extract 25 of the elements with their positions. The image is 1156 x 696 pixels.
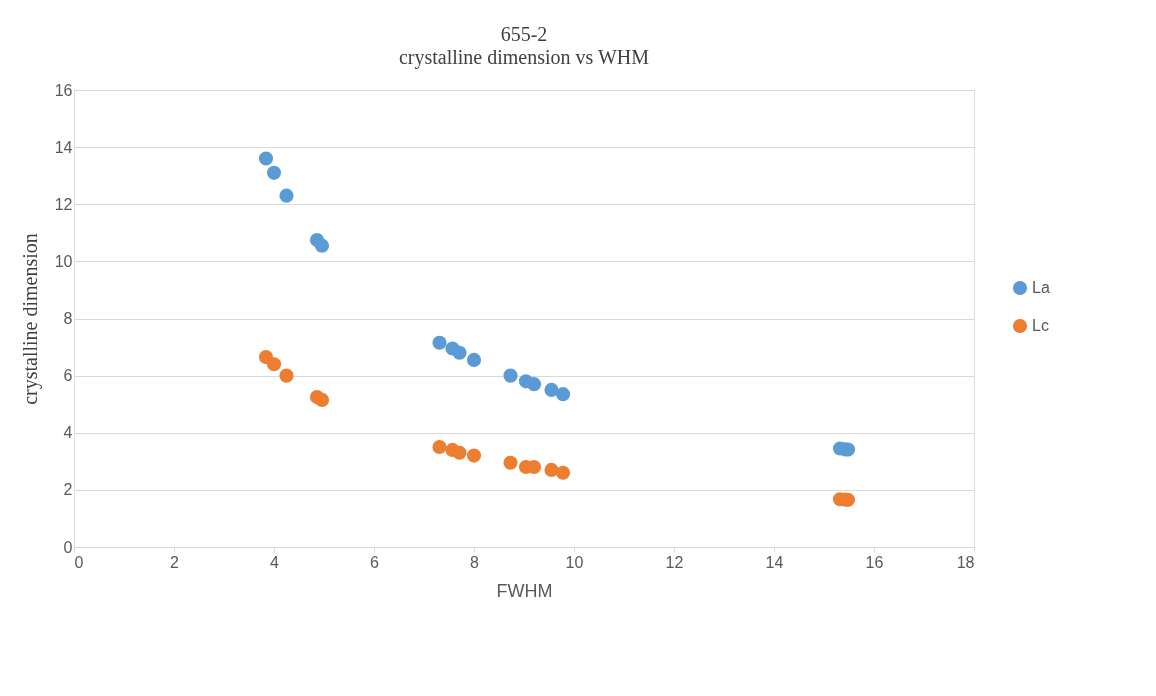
y-tick-label: 0 (63, 538, 73, 556)
y-tick-label: 8 (63, 310, 73, 327)
y-tick-label: 6 (63, 367, 73, 385)
x-tick-label: 0 (74, 553, 84, 571)
x-tick-label: 16 (865, 553, 884, 571)
x-axis-title: FWHM (496, 580, 553, 601)
y-axis-title: crystalline dimension (18, 233, 42, 405)
y-tick-label: 2 (63, 481, 73, 499)
x-tick-label: 14 (765, 553, 784, 571)
y-tick-label: 4 (63, 424, 73, 442)
x-tick-label: 18 (956, 553, 975, 571)
y-tick-label: 10 (54, 252, 73, 270)
x-tick-label: 8 (470, 553, 480, 571)
chart-subtitle: crystalline dimension vs WHM (398, 46, 650, 69)
x-tick-label: 10 (565, 553, 584, 571)
x-tick-label: 12 (665, 553, 684, 571)
x-tick-label: 2 (170, 553, 180, 571)
legend-label: Lc (1032, 317, 1049, 334)
y-tick-label: 16 (54, 81, 73, 99)
y-tick-label: 12 (54, 195, 73, 213)
chart-title: 655-2 (500, 23, 548, 45)
legend-label: La (1032, 279, 1050, 296)
x-tick-label: 6 (370, 553, 380, 571)
x-tick-label: 4 (270, 553, 280, 571)
y-tick-label: 14 (54, 138, 73, 156)
